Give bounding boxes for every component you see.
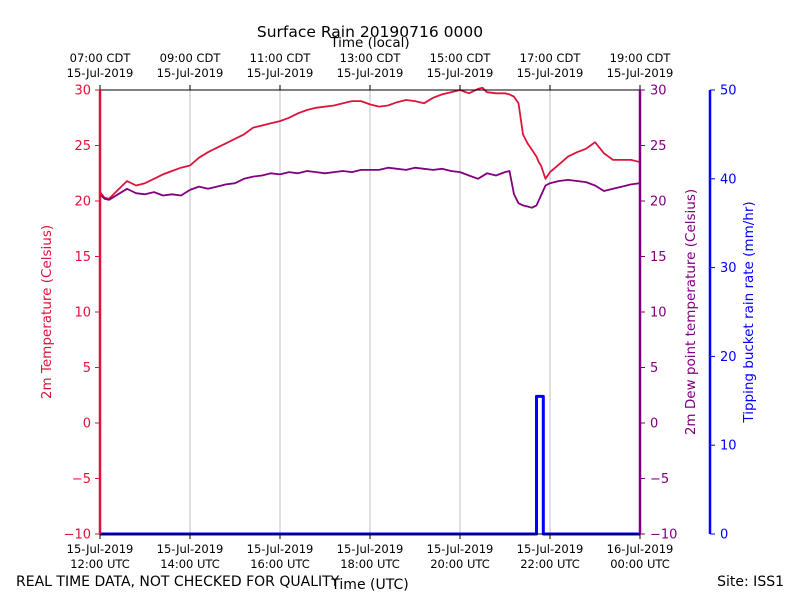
right-axis-label: 2m Dew point temperature (Celsius) — [683, 189, 699, 435]
bottom-tick-date-label: 15-Jul-2019 — [157, 542, 224, 556]
top-tick-time-label: 17:00 CDT — [520, 51, 582, 65]
left-tick-label: 30 — [74, 84, 91, 99]
top-tick-time-label: 15:00 CDT — [430, 51, 492, 65]
bottom-tick-time-label: 14:00 UTC — [160, 557, 220, 571]
top-tick-date-label: 15-Jul-2019 — [607, 66, 674, 80]
right-tick-label: 5 — [650, 361, 658, 376]
bottom-tick-date-label: 15-Jul-2019 — [427, 542, 494, 556]
top-tick-date-label: 15-Jul-2019 — [427, 66, 494, 80]
top-tick-date-label: 15-Jul-2019 — [517, 66, 584, 80]
rain-tick-label: 40 — [720, 172, 737, 187]
right-tick-label: −10 — [650, 528, 677, 543]
right-tick-label: 30 — [650, 84, 667, 99]
left-axis-label: 2m Temperature (Celsius) — [39, 225, 55, 399]
left-tick-label: −10 — [64, 528, 91, 543]
bottom-tick-time-label: 22:00 UTC — [520, 557, 580, 571]
bottom-tick-time-label: 16:00 UTC — [250, 557, 310, 571]
right-tick-label: 0 — [650, 417, 658, 432]
rain-tick-label: 0 — [720, 528, 728, 543]
left-tick-label: 25 — [74, 139, 91, 154]
top-tick-time-label: 09:00 CDT — [160, 51, 222, 65]
top-tick-time-label: 13:00 CDT — [340, 51, 402, 65]
right-tick-label: 15 — [650, 250, 667, 265]
temperature-series-line — [99, 86, 641, 200]
right-tick-label: 25 — [650, 139, 667, 154]
bottom-axis-label: Time (UTC) — [330, 577, 408, 593]
bottom-tick-date-label: 15-Jul-2019 — [517, 542, 584, 556]
rain-tick-label: 50 — [720, 84, 737, 99]
right-tick-label: 20 — [650, 195, 667, 210]
chart-title: Surface Rain 20190716 0000 — [257, 23, 483, 41]
top-axis-label: Time (local) — [329, 35, 409, 51]
bottom-tick-time-label: 12:00 UTC — [70, 557, 130, 571]
rain-tick-label: 30 — [720, 261, 737, 276]
left-tick-label: 20 — [74, 195, 91, 210]
bottom-tick-date-label: 15-Jul-2019 — [67, 542, 134, 556]
dewpoint-series-line — [99, 166, 641, 209]
bottom-tick-date-label: 15-Jul-2019 — [337, 542, 404, 556]
top-tick-date-label: 15-Jul-2019 — [247, 66, 314, 80]
top-tick-date-label: 15-Jul-2019 — [67, 66, 134, 80]
bottom-tick-time-label: 20:00 UTC — [430, 557, 490, 571]
top-tick-date-label: 15-Jul-2019 — [337, 66, 404, 80]
bottom-tick-date-label: 15-Jul-2019 — [247, 542, 314, 556]
rain-tick-label: 10 — [720, 439, 737, 454]
left-tick-label: 0 — [83, 417, 91, 432]
site-label: Site: ISS1 — [717, 574, 784, 590]
left-tick-label: −5 — [72, 472, 91, 487]
left-tick-label: 15 — [74, 250, 91, 265]
top-tick-date-label: 15-Jul-2019 — [157, 66, 224, 80]
left-tick-label: 5 — [83, 361, 91, 376]
rain-axis-label: Tipping bucket rain rate (mm/hr) — [741, 201, 757, 423]
bottom-tick-date-label: 16-Jul-2019 — [607, 542, 674, 556]
right-tick-label: 10 — [650, 306, 667, 321]
data-quality-note: REAL TIME DATA, NOT CHECKED FOR QUALITY — [16, 574, 340, 590]
bottom-tick-time-label: 00:00 UTC — [610, 557, 670, 571]
bottom-tick-time-label: 18:00 UTC — [340, 557, 400, 571]
rain-tick-label: 20 — [720, 350, 737, 365]
top-tick-time-label: 11:00 CDT — [250, 51, 312, 65]
left-tick-label: 10 — [74, 306, 91, 321]
right-tick-label: −5 — [650, 472, 669, 487]
top-tick-time-label: 19:00 CDT — [610, 51, 672, 65]
top-tick-time-label: 07:00 CDT — [70, 51, 132, 65]
